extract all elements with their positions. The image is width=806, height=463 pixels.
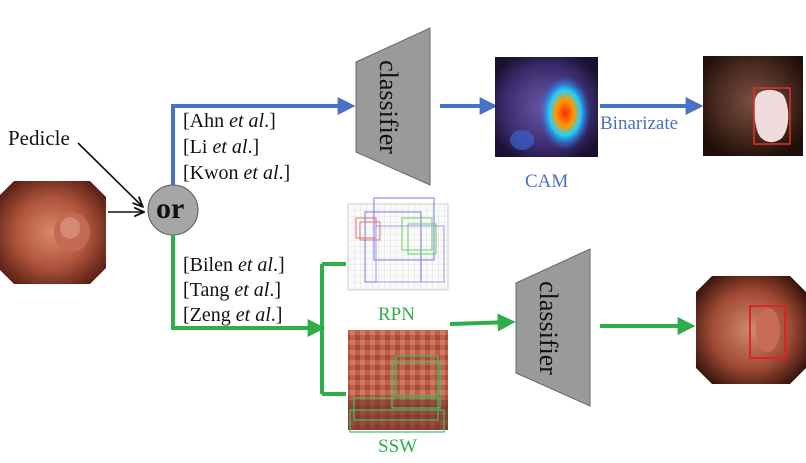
classifier-top-label: classifier xyxy=(374,60,403,154)
arrow-pedicle xyxy=(77,142,142,206)
cam-image xyxy=(495,57,598,157)
ssw-image xyxy=(348,330,448,433)
or-label: or xyxy=(156,192,185,225)
cam-label: CAM xyxy=(525,171,569,192)
ref-kwon: [Kwon et al.] xyxy=(183,162,291,184)
classifier-bottom-shape xyxy=(515,248,591,407)
rpn-label: RPN xyxy=(378,304,415,325)
ref-ahn: [Ahn et al.] xyxy=(183,110,276,132)
proposal-branch xyxy=(171,235,696,396)
rpn-image xyxy=(347,197,449,291)
binarized-image xyxy=(703,56,803,156)
ssw-label: SSW xyxy=(378,436,418,457)
ref-zeng: [Zeng et al.] xyxy=(183,304,283,326)
classifier-bottom-label: classifier xyxy=(534,281,563,375)
pedicle-label: Pedicle xyxy=(8,126,70,150)
ref-tang: [Tang et al.] xyxy=(183,279,282,301)
ref-bilen: [Bilen et al.] xyxy=(183,254,285,276)
input-image xyxy=(0,181,106,284)
ref-li: [Li et al.] xyxy=(183,136,260,158)
weak-cam-branch xyxy=(171,97,704,185)
detection-image xyxy=(696,276,806,384)
classifier-top-shape xyxy=(355,27,431,186)
binarizate-label: Binarizate xyxy=(600,113,679,134)
